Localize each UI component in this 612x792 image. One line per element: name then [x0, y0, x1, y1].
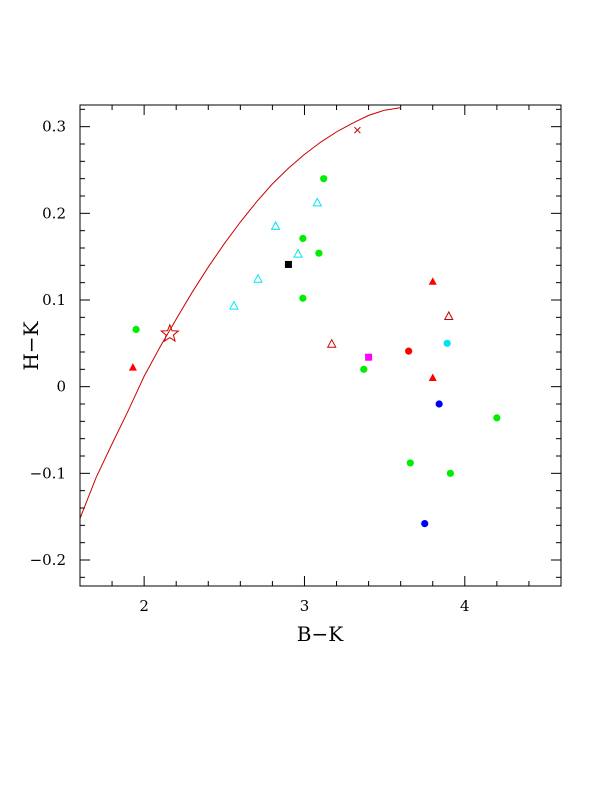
data-point [443, 339, 451, 347]
star-marker [159, 323, 180, 343]
data-point [326, 338, 337, 348]
data-point [229, 300, 239, 310]
data-point [315, 249, 323, 257]
data-point [405, 347, 413, 355]
data-point [365, 353, 373, 361]
data-point [360, 365, 368, 373]
data-point [428, 277, 437, 285]
y-tick-label: −0.2 [30, 551, 66, 569]
x-axis-label: B−K [297, 622, 344, 646]
y-axis-label: H−K [19, 320, 43, 370]
data-point [435, 400, 443, 408]
data-point [253, 273, 263, 283]
data-point [299, 234, 307, 243]
data-point [299, 294, 307, 302]
data-point [128, 363, 137, 371]
data-point [293, 248, 303, 258]
ticks-layer: 2 3 4 0.3 0.2 0.1 0 −0.1 −0.2 [30, 105, 562, 615]
data-point [270, 220, 281, 230]
y-tick-label: 0.1 [42, 291, 66, 309]
plot-frame [79, 104, 562, 587]
data-point [320, 175, 328, 183]
x-tick-label: 3 [300, 597, 310, 615]
curve-layer [80, 107, 401, 519]
points-layer [128, 126, 501, 528]
data-point [421, 520, 429, 528]
data-point [443, 310, 454, 320]
y-tick-label: 0 [56, 378, 66, 396]
data-point [284, 260, 292, 268]
data-point [446, 469, 454, 477]
model-curve [80, 107, 401, 519]
y-tick-label: 0.3 [42, 118, 66, 136]
y-tick-label: −0.1 [30, 464, 66, 482]
data-point [132, 325, 140, 334]
data-point [428, 373, 437, 381]
data-point [406, 459, 414, 467]
data-point [493, 414, 501, 422]
x-tick-label: 4 [460, 597, 470, 615]
cross-marker [354, 126, 361, 134]
x-tick-label: 2 [139, 597, 149, 615]
y-tick-label: 0.2 [42, 204, 66, 222]
data-point [312, 197, 323, 207]
